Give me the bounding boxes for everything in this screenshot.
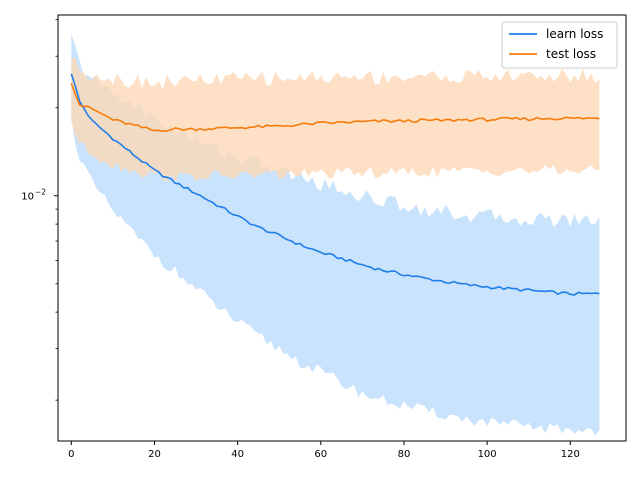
line-learn-loss: [70, 73, 600, 296]
plot-frame: [57, 14, 627, 442]
band-learn-loss: [71, 33, 600, 436]
y-tick-label-base: 10: [21, 192, 34, 203]
legend: learn loss test loss: [501, 21, 618, 69]
x-tick-label: 20: [148, 449, 161, 460]
x-tick-label: 40: [231, 449, 244, 460]
band-test-loss: [71, 57, 600, 182]
legend-label-test-loss: test loss: [546, 47, 596, 61]
y-axis: 10 −2: [21, 19, 58, 401]
x-tick-label: 0: [68, 449, 74, 460]
x-tick-label: 80: [398, 449, 411, 460]
series-lines: [70, 73, 600, 296]
confidence-bands: [71, 33, 600, 436]
y-tick-label-exponent: −2: [35, 188, 46, 197]
line-test-loss: [70, 83, 600, 133]
x-tick-label: 120: [561, 449, 580, 460]
x-axis: 0 20 40 60 80 100 120: [68, 441, 580, 460]
x-tick-label: 60: [314, 449, 327, 460]
x-tick-label: 100: [478, 449, 497, 460]
legend-label-learn-loss: learn loss: [546, 27, 603, 41]
